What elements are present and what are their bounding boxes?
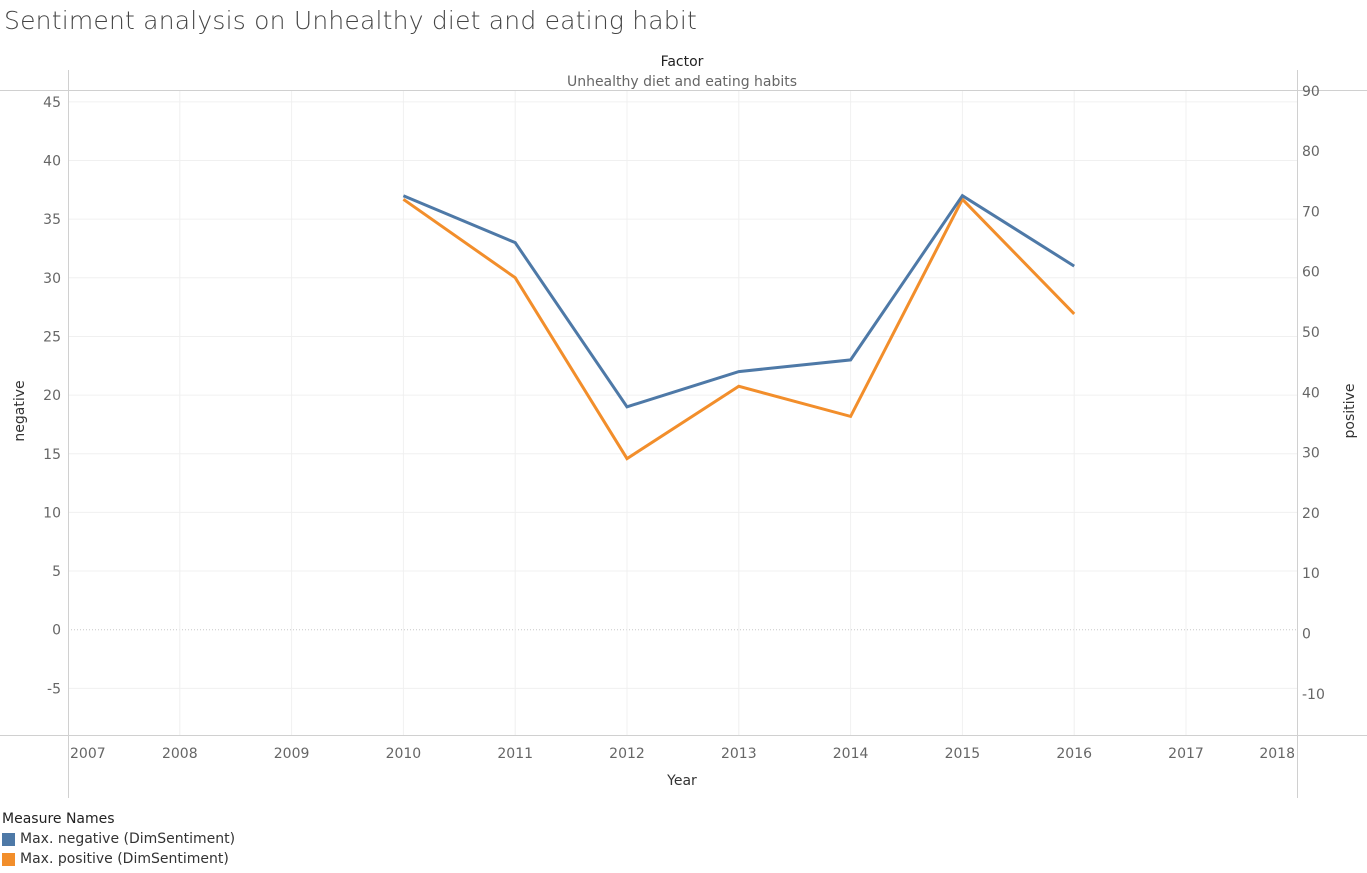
legend-item-negative[interactable]: Max. negative (DimSentiment) bbox=[2, 829, 235, 849]
y-right-tick-label: 60 bbox=[1302, 265, 1320, 281]
x-tick-label: 2012 bbox=[609, 746, 645, 762]
y-right-tick-label: 50 bbox=[1302, 325, 1320, 341]
x-tick-label: 2015 bbox=[945, 746, 981, 762]
x-tick-label: 2014 bbox=[833, 746, 869, 762]
y-left-tick-label: 10 bbox=[43, 505, 61, 521]
header-subtitle: Unhealthy diet and eating habits bbox=[567, 74, 797, 90]
pane-header: Factor Unhealthy diet and eating habits bbox=[567, 54, 797, 90]
y-right-tick-label: 80 bbox=[1302, 144, 1320, 160]
y-right-tick-label: 70 bbox=[1302, 204, 1320, 220]
x-tick-label: 2016 bbox=[1056, 746, 1092, 762]
legend-swatch-positive bbox=[2, 852, 15, 866]
x-tick-label: 2017 bbox=[1168, 746, 1204, 762]
tick-layer: 454035302520151050-59080706050403020100-… bbox=[43, 84, 1325, 762]
y-left-tick-label: 30 bbox=[43, 271, 61, 287]
y-left-tick-label: 0 bbox=[52, 623, 61, 639]
x-tick-label: 2010 bbox=[386, 746, 422, 762]
y-left-tick-label: 5 bbox=[52, 564, 61, 580]
legend: Measure Names Max. negative (DimSentimen… bbox=[2, 811, 235, 869]
y-right-tick-label: 90 bbox=[1302, 84, 1320, 100]
grid-layer bbox=[68, 91, 1297, 735]
y-right-tick-label: -10 bbox=[1302, 687, 1325, 703]
x-tick-label: 2011 bbox=[497, 746, 533, 762]
series-line-positive bbox=[402, 196, 1076, 461]
header-title: Factor bbox=[661, 54, 704, 70]
legend-item-positive[interactable]: Max. positive (DimSentiment) bbox=[2, 849, 235, 869]
x-tick-label: 2013 bbox=[721, 746, 757, 762]
legend-swatch-negative bbox=[2, 832, 15, 846]
y-right-tick-label: 30 bbox=[1302, 446, 1320, 462]
legend-title: Measure Names bbox=[2, 811, 115, 827]
legend-label-positive: Max. positive (DimSentiment) bbox=[20, 851, 229, 867]
y-left-tick-label: -5 bbox=[47, 681, 61, 697]
series-layer bbox=[402, 193, 1076, 461]
x-tick-label: 2007 bbox=[70, 746, 106, 762]
series-line-negative bbox=[402, 193, 1075, 409]
y-axis-right-title: positive bbox=[1342, 384, 1358, 439]
y-right-tick-label: 20 bbox=[1302, 506, 1320, 522]
y-left-tick-label: 25 bbox=[43, 329, 61, 345]
chart-title: Sentiment analysis on Unhealthy diet and… bbox=[4, 6, 697, 35]
x-tick-label: 2008 bbox=[162, 746, 198, 762]
y-left-tick-label: 40 bbox=[43, 154, 61, 170]
y-right-tick-label: 10 bbox=[1302, 566, 1320, 582]
y-left-tick-label: 45 bbox=[43, 95, 61, 111]
y-left-tick-label: 20 bbox=[43, 388, 61, 404]
y-axis-left-title: negative bbox=[12, 380, 28, 441]
x-tick-label: 2009 bbox=[274, 746, 310, 762]
frame-layer bbox=[0, 70, 1367, 798]
y-right-tick-label: 0 bbox=[1302, 627, 1311, 643]
y-right-tick-label: 40 bbox=[1302, 385, 1320, 401]
y-left-tick-label: 35 bbox=[43, 212, 61, 228]
x-axis-title: Year bbox=[666, 773, 697, 789]
y-left-tick-label: 15 bbox=[43, 447, 61, 463]
x-tick-label: 2018 bbox=[1259, 746, 1295, 762]
legend-label-negative: Max. negative (DimSentiment) bbox=[20, 831, 236, 847]
